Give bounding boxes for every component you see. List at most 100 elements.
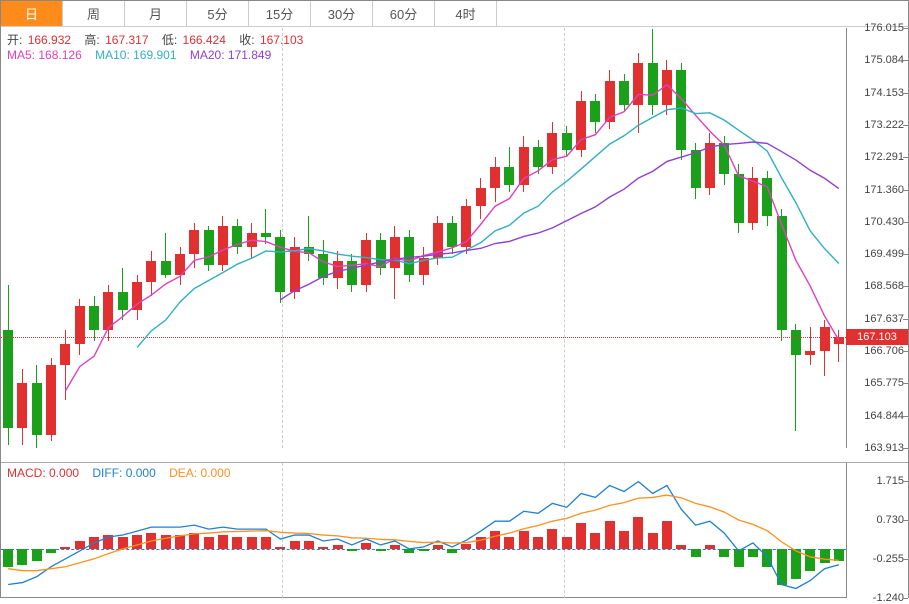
y-tick-label: 173.222 [864,119,904,131]
main-chart-area[interactable]: 176.015175.084174.153173.222172.291171.3… [1,28,908,448]
macd-bar [762,549,772,567]
candle-body [762,178,772,216]
macd-bar [376,549,386,551]
macd-chart-area[interactable]: MACD: 0.000 DIFF: 0.000 DEA: 0.000 1.715… [1,462,908,597]
candle-body [275,237,285,293]
candle-body [175,254,185,275]
candle-body [89,306,99,330]
candle-body [204,230,214,265]
timeframe-tabs: 日周月5分15分30分60分4时 [1,1,908,27]
macd-bar [75,541,85,549]
macd-bar [17,549,27,565]
y-tick-label: 0.730 [876,514,904,526]
candle-body [218,226,228,264]
candle-body [433,223,443,258]
candle-body [490,167,500,188]
macd-bar [32,549,42,561]
y-tick-label: 174.153 [864,87,904,99]
macd-bar [519,531,529,549]
macd-bar [504,537,514,549]
candle-wick [838,330,839,361]
tab-日[interactable]: 日 [1,1,63,26]
tab-周[interactable]: 周 [63,1,125,26]
candle-body [75,306,85,344]
macd-bar [820,549,830,563]
macd-bar [633,517,643,549]
candle-body [318,254,328,278]
y-tick-label: 165.775 [864,377,904,389]
macd-bar [719,549,729,557]
macd-bar [189,533,199,549]
candle-body [447,223,457,247]
macd-bar [275,547,285,549]
tab-60分[interactable]: 60分 [373,1,435,26]
grid-vline [282,463,283,598]
macd-bar [834,549,844,561]
dea-label: DEA: [169,466,197,480]
macd-bar [648,533,658,549]
macd-bar [619,531,629,549]
candle-body [419,258,429,275]
y-tick-label: 164.844 [864,410,904,422]
macd-bar [247,537,257,549]
candle-body [132,282,142,310]
macd-bar [132,535,142,549]
candle-body [590,101,600,122]
candle-body [533,147,543,168]
macd-bar [734,549,744,567]
tab-30分[interactable]: 30分 [311,1,373,26]
macd-bar [404,549,414,553]
candle-body [648,63,658,105]
candle-body [390,237,400,268]
candle-body [633,63,643,105]
candle-body [3,330,13,427]
macd-bar [347,549,357,551]
candle-body [376,240,386,268]
candle-body [146,261,156,282]
tab-4时[interactable]: 4时 [435,1,497,26]
candle-body [290,247,300,292]
candle-body [17,383,27,428]
candle-body [504,167,514,184]
y-tick-label: 166.706 [864,345,904,357]
candle-body [834,337,844,344]
candle-body [333,261,343,278]
candle-body [619,81,629,105]
candle-body [777,216,787,331]
macd-bar [447,549,457,553]
candle-body [103,292,113,330]
macd-bar [103,535,113,549]
macd-bar [590,533,600,549]
y-tick-label: 167.637 [864,313,904,325]
diff-label: DIFF: [92,466,122,480]
candle-wick [265,209,266,244]
macd-bar [204,537,214,549]
current-price-line [1,337,846,338]
macd-y-axis: 1.7150.730-0.255-1.240 [846,463,908,598]
candle-body [118,292,128,309]
macd-bar [89,537,99,549]
tab-5分[interactable]: 5分 [187,1,249,26]
candle-body [461,206,471,248]
candle-body [519,147,529,185]
candle-wick [65,330,66,399]
y-tick-label: 170.430 [864,216,904,228]
candle-wick [308,216,309,261]
candle-body [734,174,744,223]
macd-bar [576,523,586,549]
macd-bar [60,547,70,549]
candle-body [805,351,815,354]
macd-bar [605,521,615,549]
y-tick-label: 169.499 [864,248,904,260]
price-y-axis: 176.015175.084174.153173.222172.291171.3… [846,28,908,448]
macd-bar [146,533,156,549]
tab-15分[interactable]: 15分 [249,1,311,26]
candle-body [576,101,586,150]
tab-月[interactable]: 月 [125,1,187,26]
macd-bar [805,549,815,571]
macd-bar [748,549,758,557]
macd-readout: MACD: 0.000 DIFF: 0.000 DEA: 0.000 [7,466,231,480]
y-tick-label: -0.255 [873,553,904,565]
macd-bar [333,545,343,549]
macd-bar [261,537,271,549]
